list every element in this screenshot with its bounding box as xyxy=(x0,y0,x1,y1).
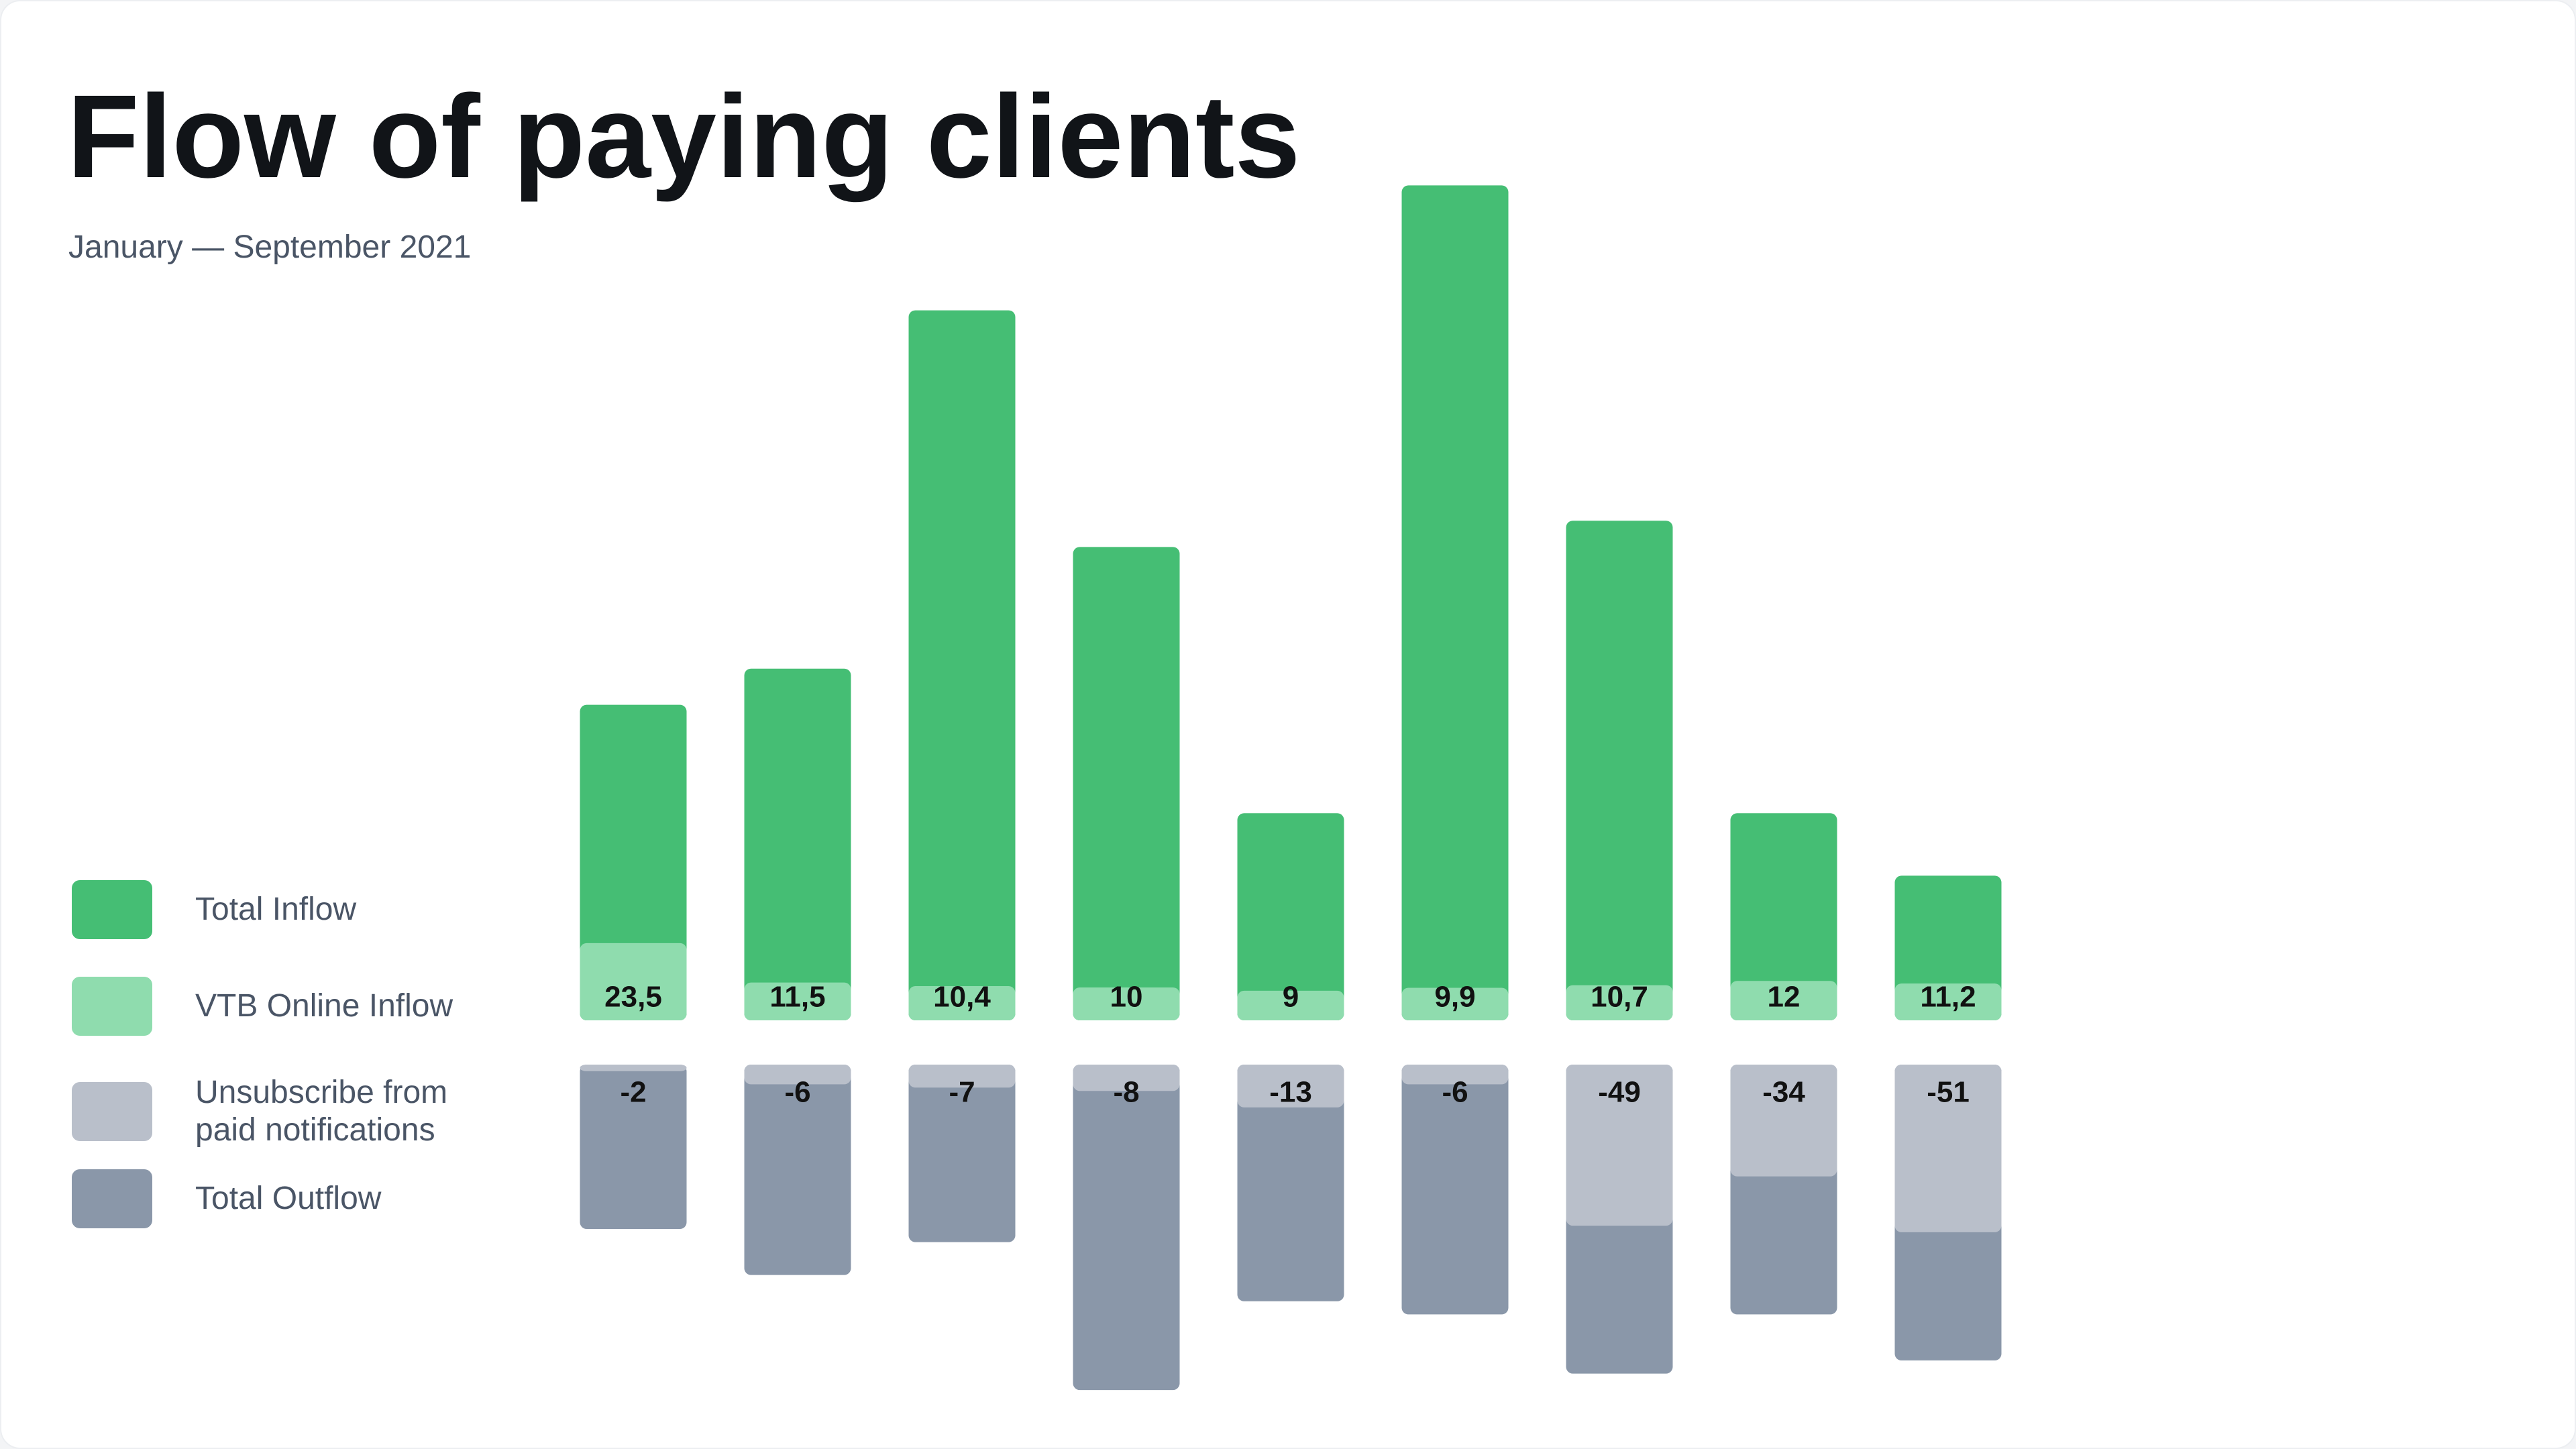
vtb-inflow-bar xyxy=(1730,981,1837,1020)
unsubscribe-bar xyxy=(1401,1065,1509,1085)
unsubscribe-bar xyxy=(1566,1065,1673,1226)
unsubscribe-bar xyxy=(1730,1065,1837,1177)
data-label: -49 xyxy=(1598,1076,1641,1109)
legend-label: VTB Online Inflow xyxy=(195,988,453,1024)
vtb-inflow-bar xyxy=(1894,983,2002,1020)
vtb-inflow-bar xyxy=(1073,987,1180,1020)
data-label: -6 xyxy=(784,1076,810,1109)
data-label: 10,7 xyxy=(1591,981,1648,1014)
unsubscribe-bar xyxy=(580,1065,687,1071)
legend-item: Unsubscribe from paid notifications xyxy=(72,1074,477,1149)
data-label: -6 xyxy=(1442,1076,1468,1109)
data-label: -34 xyxy=(1762,1076,1805,1109)
total-outflow-bar xyxy=(1073,1065,1180,1391)
data-label: 23,5 xyxy=(604,981,662,1014)
chart-subtitle: January — September 2021 xyxy=(68,229,471,265)
vtb-inflow-bar xyxy=(744,982,851,1020)
legend-swatch xyxy=(72,880,152,939)
total-outflow-bar xyxy=(744,1065,851,1275)
legend-item: Total Outflow xyxy=(72,1169,477,1228)
data-label: 12 xyxy=(1768,981,1801,1014)
data-label: -8 xyxy=(1113,1076,1139,1109)
legend-label: Total Outflow xyxy=(195,1181,382,1216)
data-label: 11,2 xyxy=(1920,981,1976,1014)
vtb-inflow-bar xyxy=(1237,990,1344,1020)
vtb-inflow-bar xyxy=(908,986,1016,1020)
total-inflow-bar xyxy=(1073,547,1180,1020)
data-label: 9 xyxy=(1283,981,1299,1014)
legend-swatch xyxy=(72,977,152,1036)
total-outflow-bar xyxy=(908,1065,1016,1242)
legend-swatch xyxy=(72,1169,152,1228)
total-inflow-bar xyxy=(1730,813,1837,1020)
legend-item: VTB Online Inflow xyxy=(72,977,477,1036)
data-label: 10 xyxy=(1110,981,1143,1014)
data-label: 11,5 xyxy=(769,981,825,1014)
data-label: -7 xyxy=(949,1076,975,1109)
legend-swatch xyxy=(72,1082,152,1141)
total-inflow-bar xyxy=(744,668,851,1020)
unsubscribe-bar xyxy=(1237,1065,1344,1108)
total-outflow-bar xyxy=(580,1065,687,1229)
total-inflow-bar xyxy=(580,704,687,1020)
total-outflow-bar xyxy=(1401,1065,1509,1315)
unsubscribe-bar xyxy=(744,1065,851,1085)
data-label: -2 xyxy=(620,1076,646,1109)
chart-title: Flow of paying clients xyxy=(67,71,1300,203)
data-label: -51 xyxy=(1927,1076,1970,1109)
unsubscribe-bar xyxy=(1073,1065,1180,1091)
total-inflow-bar xyxy=(1566,521,1673,1020)
vtb-inflow-bar xyxy=(580,943,687,1020)
total-inflow-bar xyxy=(1401,185,1509,1020)
vtb-inflow-bar xyxy=(1566,985,1673,1020)
legend-label: Total Inflow xyxy=(195,892,357,927)
total-outflow-bar xyxy=(1237,1065,1344,1301)
unsubscribe-bar xyxy=(1894,1065,2002,1232)
total-inflow-bar xyxy=(908,310,1016,1021)
legend-label: Unsubscribe from paid notifications xyxy=(195,1075,448,1148)
legend-item: Total Inflow xyxy=(72,880,477,939)
data-label: 9,9 xyxy=(1434,981,1475,1014)
total-inflow-bar xyxy=(1237,813,1344,1020)
unsubscribe-bar xyxy=(908,1065,1016,1088)
data-label: 10,4 xyxy=(933,981,991,1014)
data-label: -13 xyxy=(1269,1076,1312,1109)
vtb-inflow-bar xyxy=(1401,987,1509,1020)
